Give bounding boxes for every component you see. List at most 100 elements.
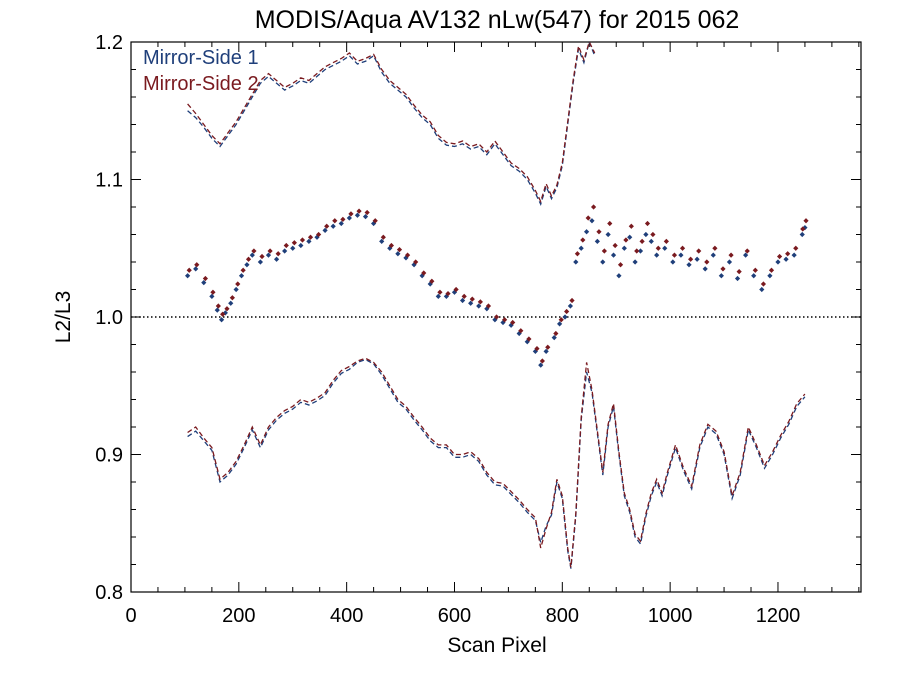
mirror-side-2-point: [644, 220, 651, 227]
mirror-side-2-point: [404, 252, 411, 258]
x-tick-label: 200: [222, 605, 255, 627]
mirror-side-1-point: [621, 245, 627, 251]
mirror-side-2-point: [728, 252, 734, 258]
mirror-side-1-point: [643, 231, 649, 238]
mirror-side-2-point: [590, 204, 597, 210]
mirror-side-1-point: [459, 297, 466, 304]
mirror-side-1-point: [710, 252, 716, 258]
mirror-side-1-point: [338, 220, 344, 227]
mirror-side-1-point: [605, 231, 611, 238]
mirror-side-1-point: [734, 275, 741, 282]
mirror-side-1-point: [783, 256, 789, 262]
mirror-side-2-point: [461, 293, 467, 299]
mirror-side-2-point: [469, 296, 475, 302]
mirror-side-1-point: [379, 238, 385, 244]
x-tick-label: 1200: [756, 605, 801, 627]
y-tick-label: 0.9: [95, 445, 123, 467]
mirror-side-2-point: [348, 211, 354, 217]
mirror-side-2-point: [413, 259, 419, 265]
mirror-side-2-point: [580, 237, 586, 243]
mirror-side-1-point: [694, 256, 700, 262]
mirror-side-2-point: [275, 251, 281, 257]
mirror-side-2-point: [194, 262, 200, 268]
mirror-side-1-point: [573, 259, 579, 265]
x-tick-label: 0: [125, 605, 136, 627]
mirror-side-1-point: [228, 300, 234, 306]
mirror-side-1-point: [662, 245, 668, 251]
mirror-side-2-point: [372, 218, 378, 224]
mirror-side-2-point: [663, 238, 669, 244]
y-axis-label: L2/L3: [52, 291, 75, 344]
mirror-side-2-point: [210, 289, 216, 295]
legend-entry-1: Mirror-Side 1: [143, 47, 259, 69]
mirror-side-2-point: [776, 253, 783, 260]
mirror-side-1-point: [435, 293, 441, 299]
mirror-side-1-point: [578, 245, 584, 251]
mirror-side-2-point: [518, 328, 524, 334]
mirror-side-1-point: [686, 262, 692, 268]
mirror-side-2-point: [340, 216, 346, 222]
mirror-side-1-point: [273, 256, 280, 262]
mirror-side-2-point: [364, 209, 370, 216]
mirror-side-1-point: [562, 314, 568, 320]
mirror-side-2-point: [332, 218, 338, 224]
mirror-side-2-point: [526, 336, 532, 342]
mirror-side-2-point: [650, 231, 656, 238]
mirror-side-2-point: [601, 248, 607, 254]
mirror-side-1-point: [775, 259, 781, 265]
mirror-side-2-point: [283, 242, 289, 249]
mirror-side-1-point: [201, 280, 207, 286]
mirror-side-2-point: [564, 308, 570, 315]
mirror-side-1-point: [257, 259, 263, 265]
mirror-side-2-point: [752, 267, 758, 273]
mirror-side-1-point: [751, 273, 757, 279]
mirror-side-1-point: [362, 214, 369, 220]
mirror-side-2-point: [768, 267, 775, 273]
mirror-side-2-point: [617, 262, 624, 268]
series-layer: [185, 42, 809, 569]
mirror-side-1-upper-envelope: [187, 42, 596, 206]
mirror-side-2-point: [736, 269, 742, 275]
mirror-side-2-point: [510, 319, 516, 326]
mirror-side-2-point: [585, 215, 591, 221]
mirror-side-1-point: [238, 273, 245, 279]
mirror-side-2-point: [639, 238, 645, 244]
mirror-side-2-point: [688, 256, 694, 262]
mirror-side-2-point: [324, 223, 330, 229]
mirror-side-2-point: [220, 311, 226, 317]
mirror-side-2-point: [704, 259, 710, 265]
mirror-side-1-point: [298, 242, 304, 249]
mirror-side-1-point: [346, 215, 352, 221]
y-tick-label: 1.0: [95, 307, 123, 329]
mirror-side-2-point: [267, 248, 273, 254]
mirror-side-1-point: [799, 231, 805, 238]
mirror-side-2-point: [291, 240, 297, 246]
mirror-side-2-point: [671, 252, 678, 258]
mirror-side-1-point: [476, 303, 482, 309]
mirror-side-1-point: [209, 293, 215, 299]
x-tick-label: 800: [546, 605, 579, 627]
mirror-side-1-point: [557, 321, 563, 327]
mirror-side-1-point: [395, 251, 401, 257]
legend-entry-2: Mirror-Side 2: [143, 73, 259, 95]
mirror-side-2-point: [453, 286, 459, 293]
mirror-side-1-point: [594, 238, 600, 244]
mirror-side-1-point: [767, 273, 773, 279]
mirror-side-2-point: [720, 266, 726, 272]
mirror-side-1-point: [551, 335, 557, 341]
mirror-side-1-point: [702, 266, 708, 272]
mirror-side-1-point: [214, 307, 220, 313]
mirror-side-1-point: [583, 229, 590, 235]
mirror-side-2-point: [307, 234, 314, 240]
mirror-side-1-point: [600, 259, 606, 265]
mirror-side-2-upper-envelope: [187, 42, 596, 204]
mirror-side-2-point: [235, 281, 241, 287]
mirror-side-2-point: [502, 317, 508, 323]
mirror-side-1-point: [637, 248, 644, 254]
mirror-side-1-point: [718, 273, 724, 279]
mirror-side-2-point: [245, 256, 252, 262]
mirror-side-1-point: [218, 317, 225, 323]
x-tick-label: 600: [438, 605, 471, 627]
mirror-side-2-point: [316, 231, 322, 238]
mirror-side-1-point: [627, 234, 633, 240]
